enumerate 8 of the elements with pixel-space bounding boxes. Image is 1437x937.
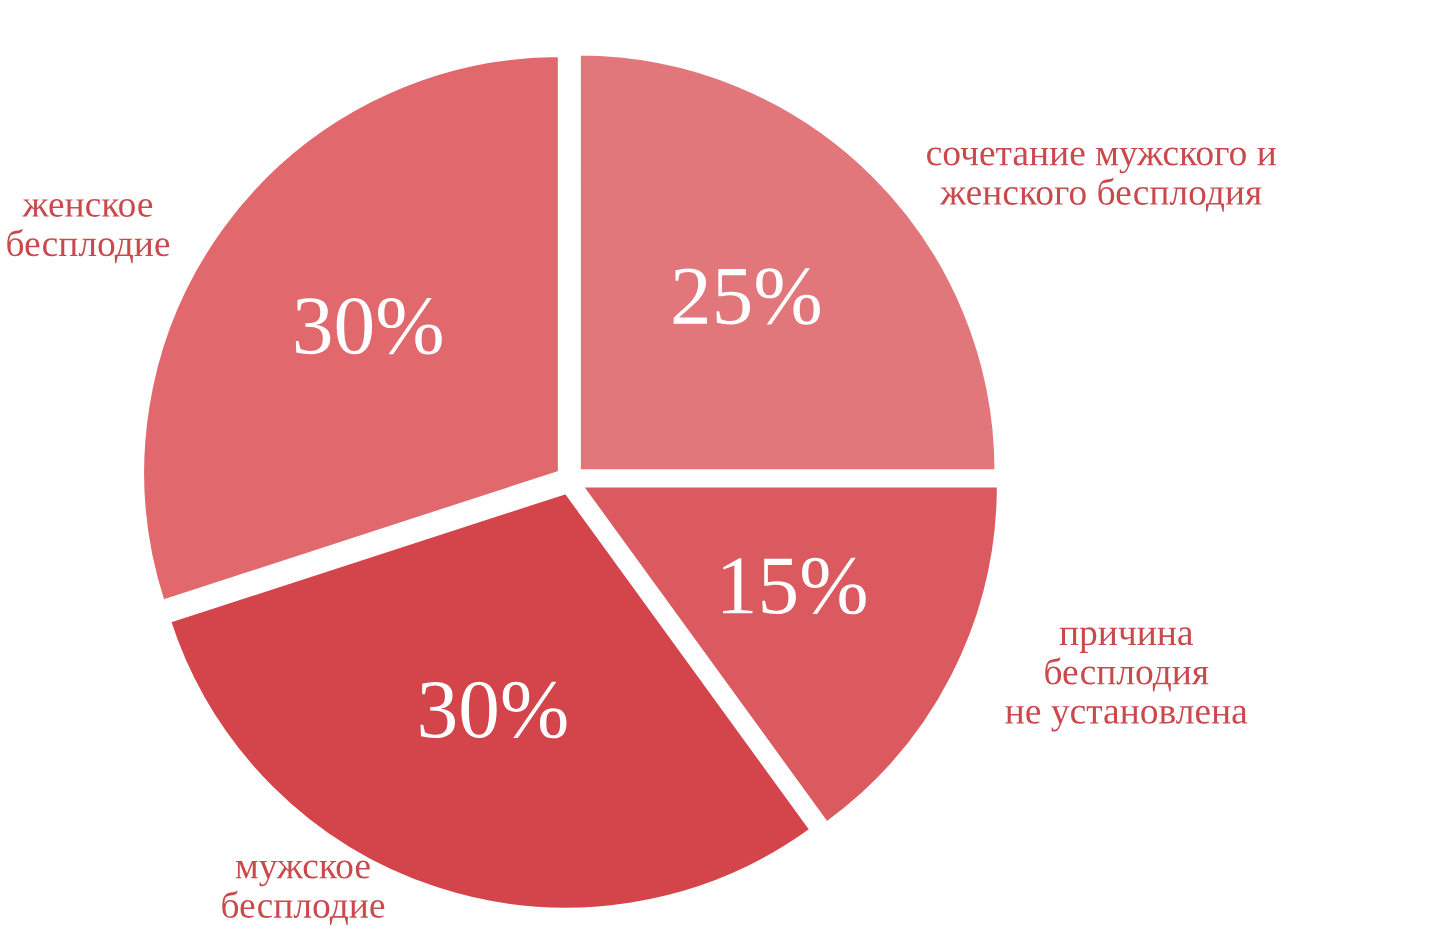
data-label: 25% [673, 268, 820, 325]
data-label: 30% [420, 681, 567, 739]
slice-label: женское бесплодие [7, 198, 170, 264]
slice-label: мужское бесплодие [222, 860, 385, 925]
data-label: 30% [295, 298, 442, 355]
data-label: 15% [723, 557, 866, 615]
slice-label: причина бесплодия не установлена [1005, 627, 1248, 732]
slice-label: сочетание мужского и женского бесплодия [927, 147, 1276, 212]
